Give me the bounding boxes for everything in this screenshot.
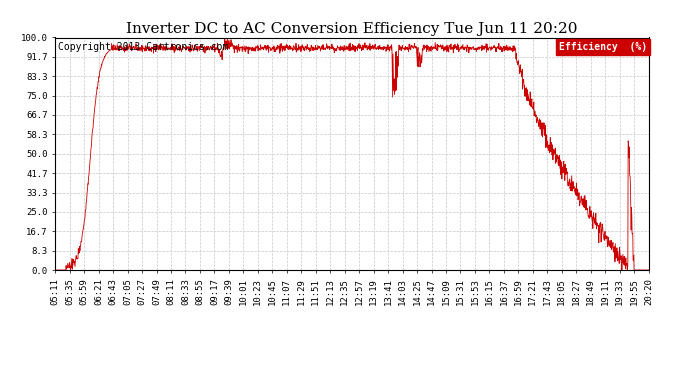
Text: Copyright 2013 Cartronics.com: Copyright 2013 Cartronics.com [58, 42, 228, 52]
Text: Efficiency  (%): Efficiency (%) [560, 42, 647, 52]
Title: Inverter DC to AC Conversion Efficiency Tue Jun 11 20:20: Inverter DC to AC Conversion Efficiency … [126, 22, 578, 36]
